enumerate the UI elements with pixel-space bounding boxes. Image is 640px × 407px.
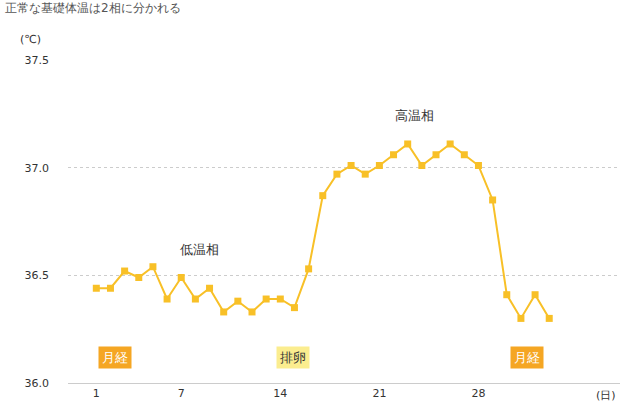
svg-text:7: 7 bbox=[178, 387, 185, 400]
svg-text:月経: 月経 bbox=[514, 350, 540, 365]
svg-text:37.5: 37.5 bbox=[25, 54, 50, 67]
svg-text:36.5: 36.5 bbox=[25, 269, 50, 282]
svg-text:14: 14 bbox=[273, 387, 287, 400]
svg-text:(日): (日) bbox=[596, 389, 616, 402]
svg-text:37.0: 37.0 bbox=[25, 162, 50, 175]
svg-text:(℃): (℃) bbox=[20, 33, 41, 46]
svg-text:21: 21 bbox=[372, 387, 386, 400]
svg-text:正常な基礎体温は2相に分かれる: 正常な基礎体温は2相に分かれる bbox=[5, 1, 181, 15]
svg-text:低温相: 低温相 bbox=[180, 242, 219, 257]
svg-text:月経: 月経 bbox=[102, 350, 128, 365]
svg-text:排卵: 排卵 bbox=[280, 350, 306, 365]
svg-text:高温相: 高温相 bbox=[395, 108, 434, 123]
svg-text:36.0: 36.0 bbox=[25, 377, 50, 390]
svg-text:28: 28 bbox=[471, 387, 485, 400]
svg-text:1: 1 bbox=[93, 387, 100, 400]
